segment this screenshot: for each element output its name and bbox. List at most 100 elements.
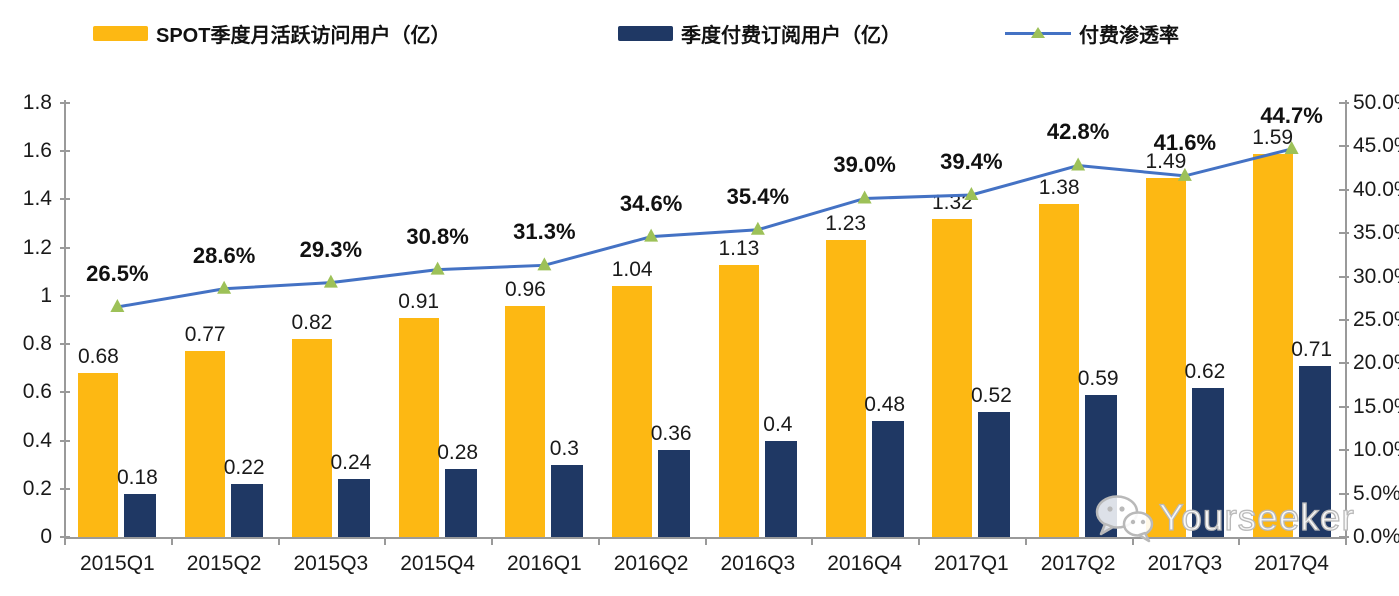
penetration-value-label: 39.4% [940,149,1003,174]
x-axis-tick [597,537,600,545]
y-axis-right-tick-label: 40.0% [1353,177,1399,201]
y-axis-right-tick [1339,362,1349,365]
penetration-value-label: 26.5% [86,260,149,286]
bar-subscribers-value-label: 0.48 [864,393,906,417]
x-axis-tick [170,537,173,545]
bar-subscribers [551,464,584,537]
bar-mau-value-label: 1.23 [825,212,867,236]
y-axis-left-tick [60,150,70,153]
y-axis-left-tick [60,391,70,394]
x-axis-category-label: 2016Q3 [720,552,796,575]
x-axis-tick [277,537,280,545]
legend-label-subscribers: 季度付费订阅用户（亿） [681,24,901,47]
x-axis-category-label: 2016Q4 [827,552,902,575]
bar-subscribers [978,411,1011,537]
y-axis-right-tick-label: 45.0% [1353,134,1399,158]
bar-mau-value-label: 1.38 [1038,176,1080,200]
bar-subscribers-value-label: 0.52 [970,383,1012,407]
legend-item-mau: SPOT季度月活跃访问用户（亿） [93,18,450,48]
y-axis-right [1345,100,1347,537]
bar-subscribers [1191,387,1224,537]
y-axis-right-tick [1339,449,1349,452]
bar-subscribers-value-label: 0.36 [650,422,692,446]
bar-mau [398,317,439,537]
y-axis-left-tick-label: 1.4 [22,187,52,211]
x-axis-category-label: 2017Q1 [934,552,1009,575]
y-axis-right-tick-label: 30.0% [1353,264,1399,288]
bar-mau [185,351,226,537]
bar-mau [291,339,332,537]
bar-subscribers [124,493,157,537]
bar-mau-value-label: 1.32 [931,190,973,214]
penetration-value-label: 29.3% [299,236,363,262]
bar-mau-value-label: 1.13 [718,236,760,260]
x-axis-tick [491,537,493,545]
penetration-value-label: 31.3% [513,219,576,245]
legend-swatch-mau [93,25,148,41]
penetration-value-label: 39.0% [833,152,896,178]
bar-subscribers-value-label: 0.22 [223,455,265,479]
y-axis-left [64,100,66,537]
y-axis-right-tick-label: 5.0% [1353,481,1399,505]
x-axis-tick [811,537,814,545]
bar-subscribers-value-label: 0.24 [330,451,372,475]
bar-subscribers [337,479,370,537]
penetration-value-label: 34.6% [619,190,683,216]
bar-subscribers-value-label: 0.71 [1291,337,1333,361]
bar-subscribers [871,421,904,537]
y-axis-right-tick-label: 0.0% [1353,525,1399,548]
bar-subscribers [658,450,691,537]
y-axis-right-tick [1339,145,1349,148]
bar-subscribers-value-label: 0.3 [549,436,579,460]
y-axis-left-tick-label: 0.4 [22,428,52,452]
y-axis-right-tick-label: 25.0% [1353,308,1399,331]
y-axis-right-tick [1339,492,1349,495]
x-axis-category-label: 2015Q2 [186,552,262,575]
bar-mau [718,264,759,537]
watermark-text: Yourseeker [1158,496,1355,538]
bar-subscribers [764,440,797,537]
y-axis-left-tick [60,487,70,490]
x-axis-category-label: 2015Q4 [400,552,475,575]
y-axis-right-tick-label: 20.0% [1353,351,1399,375]
penetration-value-label: 35.4% [726,183,790,209]
y-axis-right-tick [1339,102,1349,104]
x-axis-category-label: 2015Q1 [80,552,155,575]
y-axis-left-tick-label: 1.8 [22,91,52,114]
x-axis-category-label: 2017Q2 [1040,552,1116,575]
bar-subscribers-value-label: 0.62 [1184,359,1226,383]
x-axis-category-label: 2016Q1 [507,552,582,575]
y-axis-right-tick-label: 35.0% [1353,221,1399,245]
x-axis-category-label: 2017Q3 [1147,552,1223,575]
bar-subscribers-value-label: 0.18 [116,465,158,489]
y-axis-right-tick-label: 10.0% [1353,438,1399,462]
bar-mau-value-label: 0.77 [184,323,226,347]
y-axis-left-tick-label: 1 [40,283,52,307]
y-axis-left-tick-label: 1.2 [22,235,52,259]
triangle-marker-icon [644,228,659,242]
y-axis-right-tick [1339,405,1349,408]
y-axis-left-tick [60,198,70,201]
wechat-icon [1095,495,1154,543]
bar-subscribers [231,483,264,537]
triangle-marker-icon [110,298,125,312]
y-axis-left-tick [60,246,70,249]
penetration-line-path [117,147,1292,309]
triangle-marker-icon [1071,157,1086,171]
y-axis-right-tick-label: 15.0% [1353,394,1399,418]
triangle-marker-icon [537,257,552,271]
penetration-value-label: 30.8% [406,223,469,249]
y-axis-right-tick [1339,319,1349,321]
penetration-value-label: 42.8% [1046,119,1110,145]
y-axis-left-tick-label: 0 [40,525,52,548]
bar-mau-value-label: 0.68 [77,345,119,369]
triangle-marker-icon [750,221,765,235]
legend-label-penetration: 付费渗透率 [1079,24,1179,47]
y-axis-left-tick [60,294,70,297]
x-axis-tick [918,537,920,545]
x-axis-category-label: 2015Q3 [293,552,369,575]
legend-item-subscribers: 季度付费订阅用户（亿） [618,18,901,48]
bar-subscribers [444,469,477,537]
bar-mau [505,305,546,537]
